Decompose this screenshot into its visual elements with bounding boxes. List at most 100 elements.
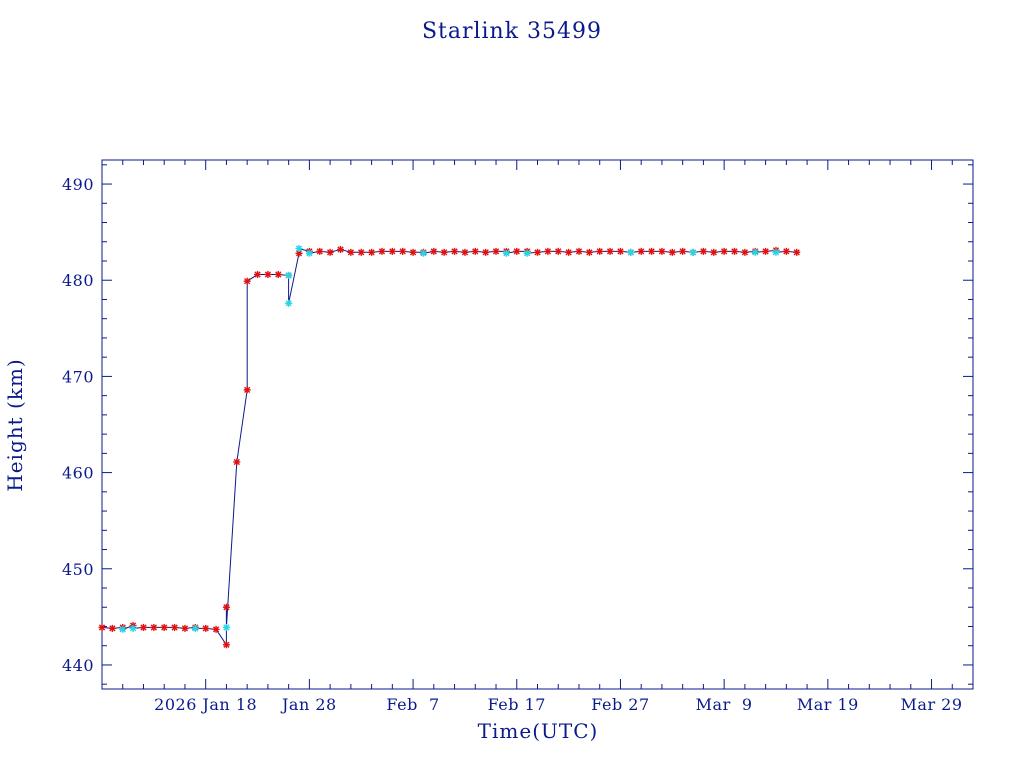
red-data-point-stroke <box>212 626 220 633</box>
red-data-point <box>440 248 448 256</box>
cyan-markers <box>119 244 780 633</box>
red-data-point-stroke <box>606 248 614 255</box>
red-data-point-stroke <box>409 249 417 256</box>
red-data-point-stroke <box>461 249 469 256</box>
red-data-point <box>565 248 573 256</box>
cyan-data-point <box>222 623 230 631</box>
red-data-point <box>139 623 147 631</box>
cyan-data-point <box>119 625 127 633</box>
red-data-point <box>648 247 656 255</box>
x-tick-label: Mar 9 <box>696 695 753 714</box>
red-data-point <box>254 270 262 278</box>
cyan-data-point <box>305 249 313 257</box>
red-data-point-stroke <box>534 249 541 256</box>
red-data-point <box>451 247 459 255</box>
cyan-data-point <box>689 248 697 256</box>
red-data-point <box>658 247 666 255</box>
red-data-point-stroke <box>326 249 334 256</box>
cyan-data-point-stroke <box>285 272 292 279</box>
red-data-point-stroke <box>264 271 272 278</box>
red-data-point <box>793 248 801 256</box>
cyan-data-point-stroke <box>129 625 137 632</box>
cyan-data-point-stroke <box>420 250 427 257</box>
red-data-point-stroke <box>793 249 800 256</box>
y-tick-label: 460 <box>62 464 94 483</box>
red-data-point-stroke <box>783 248 790 255</box>
red-data-point <box>513 247 521 255</box>
red-data-point-stroke <box>648 248 655 255</box>
x-tick-label: Feb 7 <box>386 695 439 714</box>
red-data-point <box>492 247 500 255</box>
red-markers <box>98 245 801 649</box>
plot-frame <box>101 159 974 690</box>
cyan-data-point <box>285 299 293 307</box>
red-data-point-stroke <box>617 248 624 255</box>
red-data-point <box>585 248 593 256</box>
red-data-point-stroke <box>669 249 676 256</box>
cyan-data-point-stroke <box>119 626 126 633</box>
red-data-point <box>741 248 749 256</box>
y-tick-label: 490 <box>62 175 94 194</box>
red-data-point-stroke <box>544 248 551 255</box>
red-data-point-stroke <box>244 386 251 393</box>
cyan-data-point-stroke <box>524 250 531 257</box>
red-data-point <box>720 247 728 255</box>
red-data-point <box>108 624 116 632</box>
red-data-point <box>336 245 344 253</box>
cyan-data-point-stroke <box>627 249 634 256</box>
cyan-data-point-stroke <box>752 249 759 256</box>
red-data-point-stroke <box>98 624 106 631</box>
cyan-data-point-stroke <box>223 624 230 631</box>
red-data-point <box>575 247 583 255</box>
red-data-point <box>222 603 230 611</box>
y-axis-label: Height (km) <box>3 358 27 491</box>
red-data-point <box>150 623 158 631</box>
red-data-point-stroke <box>658 248 666 255</box>
red-data-point-stroke <box>368 249 375 256</box>
red-data-point <box>596 247 604 255</box>
red-data-point-stroke <box>741 249 749 256</box>
red-data-point-stroke <box>109 625 116 632</box>
red-data-point-stroke <box>275 271 282 278</box>
cyan-data-point-stroke <box>295 245 303 252</box>
red-data-point-stroke <box>295 250 303 257</box>
red-data-point-stroke <box>638 248 645 255</box>
plot-area: 2026 Jan 18 Jan 28 Feb 7 Feb 17 Feb 27 Mar 9 M… <box>62 159 974 714</box>
red-data-point-stroke <box>347 249 354 256</box>
x-axis-label: Time(UTC) <box>478 719 599 743</box>
red-data-point-stroke <box>575 248 583 255</box>
red-data-point <box>368 248 376 256</box>
y-tick-label: 440 <box>62 656 94 675</box>
red-data-point <box>347 248 355 256</box>
x-tick-labels: 2026 Jan 18 Jan 28 Feb 7 Feb 17 Feb 27 Mar 9 M… <box>154 695 962 714</box>
red-data-point <box>171 623 179 631</box>
red-data-point-stroke <box>482 249 489 256</box>
red-data-point <box>471 247 479 255</box>
red-data-point-stroke <box>202 625 209 632</box>
cyan-data-point <box>523 249 531 257</box>
red-data-point <box>544 247 552 255</box>
red-data-point-stroke <box>565 249 572 256</box>
red-data-point-stroke <box>316 248 323 255</box>
axis-ticks <box>101 160 974 689</box>
cyan-data-point-stroke <box>306 250 313 257</box>
red-data-point-stroke <box>150 624 157 631</box>
red-data-point-stroke <box>710 249 717 256</box>
red-data-point-stroke <box>181 625 189 632</box>
red-data-point-stroke <box>244 278 251 285</box>
red-data-point <box>243 386 251 394</box>
red-data-point-stroke <box>140 624 147 631</box>
red-data-point-stroke <box>700 248 707 255</box>
red-data-point <box>357 248 365 256</box>
red-data-point <box>388 247 396 255</box>
red-data-point <box>554 247 562 255</box>
red-data-point-stroke <box>679 248 686 255</box>
y-tick-labels: 440 450 460 470 480 490 <box>62 175 94 675</box>
red-data-point-stroke <box>378 248 386 255</box>
y-tick-label: 450 <box>62 560 94 579</box>
red-data-point <box>782 247 790 255</box>
red-data-point-stroke <box>762 248 769 255</box>
red-data-point <box>699 247 707 255</box>
red-data-point-stroke <box>596 248 603 255</box>
red-data-point-stroke <box>430 248 437 255</box>
